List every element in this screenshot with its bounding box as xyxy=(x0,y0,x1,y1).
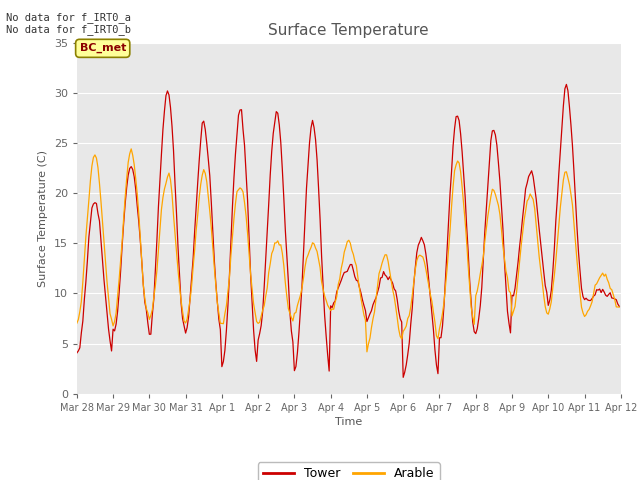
Title: Surface Temperature: Surface Temperature xyxy=(269,23,429,38)
Text: BC_met: BC_met xyxy=(79,43,126,53)
Y-axis label: Surface Temperature (C): Surface Temperature (C) xyxy=(38,150,48,287)
Text: No data for f_IRT0_a
No data for f_IRT0_b: No data for f_IRT0_a No data for f_IRT0_… xyxy=(6,12,131,36)
X-axis label: Time: Time xyxy=(335,417,362,427)
Legend: Tower, Arable: Tower, Arable xyxy=(258,462,440,480)
